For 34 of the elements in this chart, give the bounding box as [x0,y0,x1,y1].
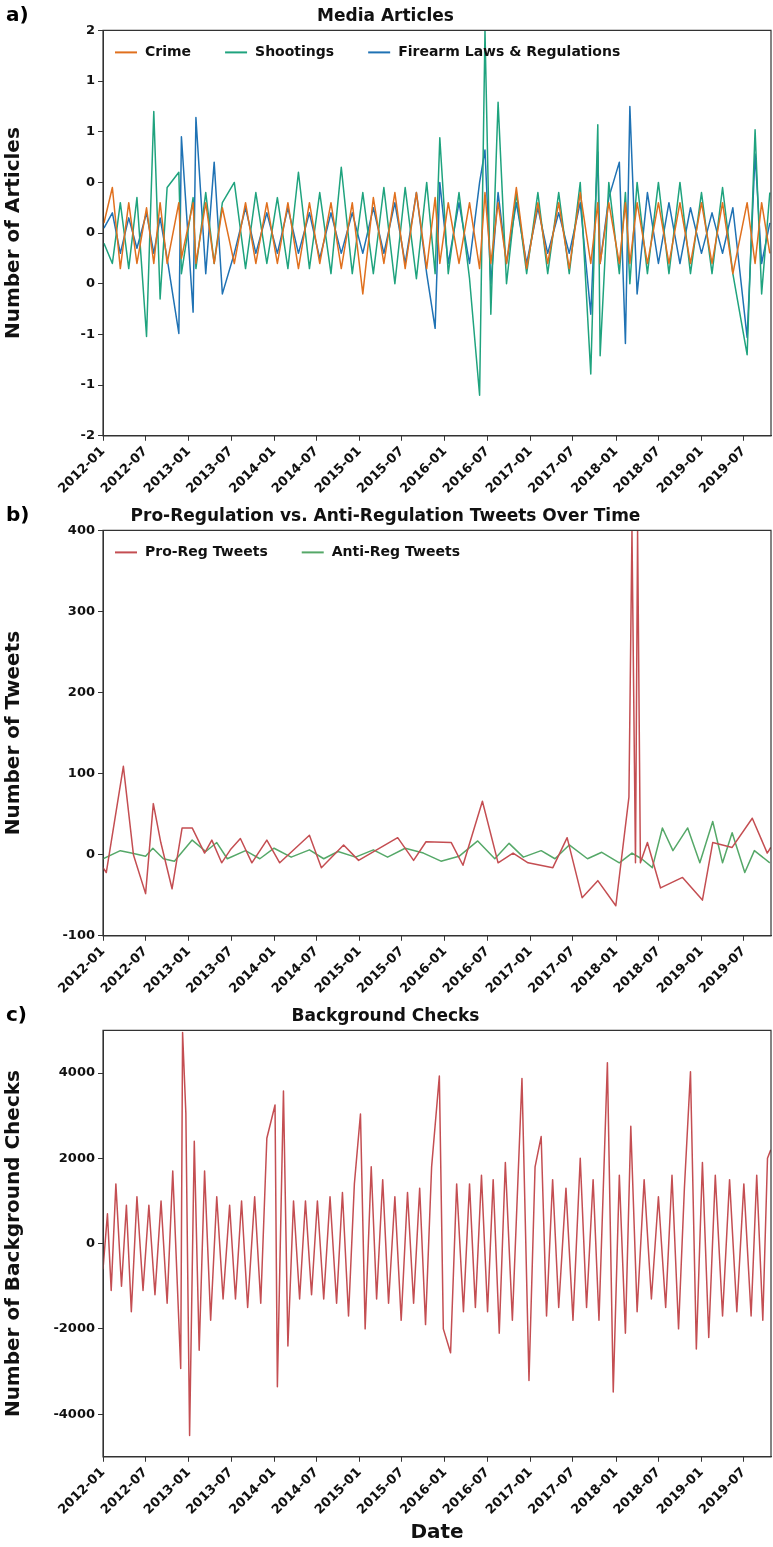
legend-label: Pro-Reg Tweets [145,543,268,560]
legend-label: Shootings [255,43,335,60]
y-tick-label: -2000 [53,1320,95,1336]
chart-title: Pro-Regulation vs. Anti-Regulation Tweets Over Time [130,504,641,525]
y-tick-label: 2 [85,21,95,37]
y-tick-label: 2000 [58,1149,95,1165]
y-axis-title: Number of Background Checks [0,1070,25,1418]
y-tick-label: 4000 [58,1064,95,1080]
y-tick-label: 100 [67,765,95,780]
x-axis-title: Date [410,1519,464,1544]
y-tick-label: -2 [80,427,95,443]
text: c) [6,1002,27,1027]
chart-title: Media Articles [317,4,454,25]
y-axis-title: Number of Articles [0,127,25,340]
y-tick-label: -4000 [53,1405,95,1421]
y-tick-label: 200 [67,683,95,699]
text: b) [6,502,30,527]
y-tick-label: 300 [67,602,95,618]
y-tick-label: 400 [67,521,95,537]
y-tick-label: -1 [80,376,95,392]
legend-label: Crime [145,43,192,60]
y-tick-label: 0 [85,846,95,862]
y-tick-label: -1 [80,325,95,341]
y-axis-title: Number of Tweets [0,630,25,836]
y-tick-label: 0 [85,275,95,291]
y-tick-label: 0 [85,224,95,240]
y-tick-label: 0 [85,1234,95,1250]
y-tick-label: 0 [85,173,95,189]
text: a) [6,2,29,27]
y-tick-label: 1 [85,72,95,88]
chart-title: Background Checks [291,1004,480,1025]
y-tick-label: 1 [85,123,95,139]
y-tick-label: -100 [62,927,95,943]
legend-label: Anti-Reg Tweets [331,543,460,560]
